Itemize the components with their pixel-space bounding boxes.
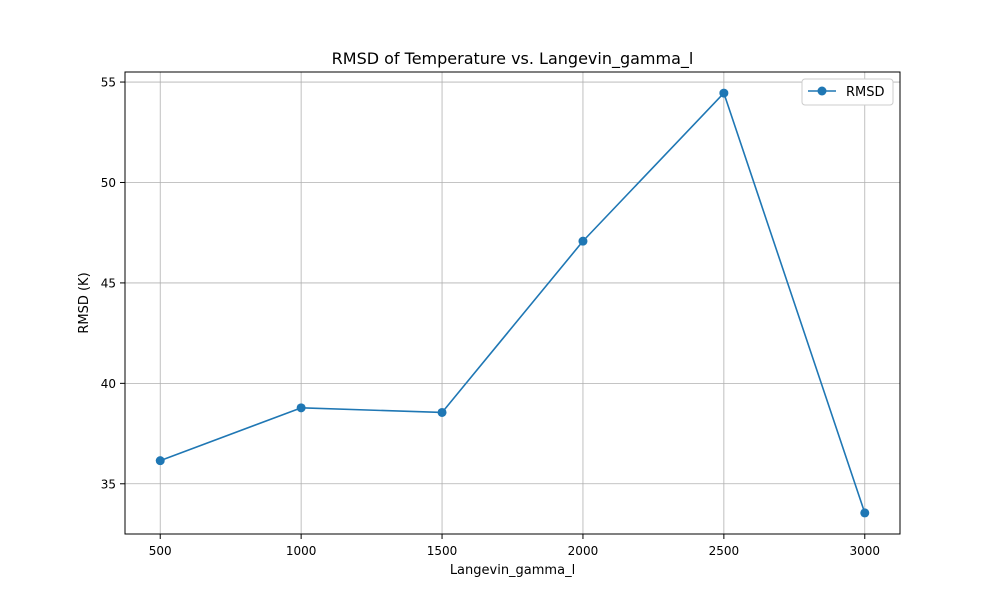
x-tick-label: 2500 [709,544,740,558]
x-tick-label: 3000 [849,544,880,558]
legend: RMSD [801,78,894,106]
plot-frame [124,71,901,535]
x-axis-label: Langevin_gamma_l [450,563,575,578]
legend-label-rmsd: RMSD [846,85,885,100]
y-tick-label: 45 [101,276,116,290]
chart-title: RMSD of Temperature vs. Langevin_gamma_l [332,49,694,69]
grid-lines [125,72,900,534]
data-point [296,403,306,413]
x-tick-label: 1500 [427,544,458,558]
x-tick-label: 500 [149,544,172,558]
x-tick-label: 1000 [286,544,317,558]
x-axis-ticks: 500 1000 1500 2000 2500 3000 [149,534,880,558]
data-point [578,236,588,246]
y-tick-label: 40 [101,377,116,391]
y-tick-label: 35 [101,477,116,491]
y-tick-label: 55 [101,76,116,90]
legend-box [801,78,894,106]
y-axis-ticks: 35 40 45 50 55 [101,76,125,491]
legend-marker-swatch [817,86,827,96]
y-axis-label: RMSD (K) [77,272,92,333]
series-line-rmsd [159,92,866,514]
series-layer [155,88,870,518]
data-point [155,456,165,466]
x-tick-label: 2000 [568,544,599,558]
data-point [719,88,729,98]
y-tick-label: 50 [101,176,116,190]
data-point [437,407,447,417]
data-point [860,508,870,518]
